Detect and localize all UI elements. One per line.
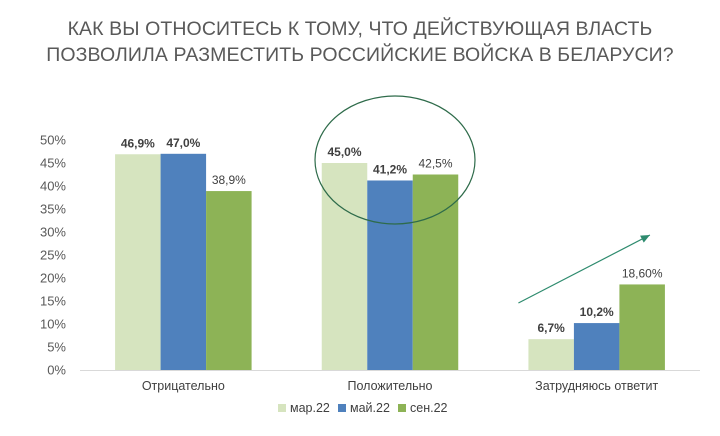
y-tick-label: 10% <box>40 317 66 332</box>
data-label: 38,9% <box>212 173 246 187</box>
category-label: Положительно <box>347 379 432 393</box>
bar <box>206 191 252 370</box>
y-tick-label: 30% <box>40 225 66 240</box>
y-tick-label: 5% <box>47 340 66 355</box>
trend-arrow-head <box>640 235 650 243</box>
bar <box>160 153 207 370</box>
chart-title: КАК ВЫ ОТНОСИТЕСЬ К ТОМУ, ЧТО ДЕЙСТВУЮЩА… <box>0 16 720 68</box>
y-tick-label: 15% <box>40 294 66 309</box>
y-tick-label: 45% <box>40 156 66 171</box>
category-labels: Отрицательно Положительно Затрудняюсь отве… <box>142 379 659 393</box>
data-label: 46,9% <box>121 136 155 150</box>
category-label: Затрудняюсь ответит <box>535 379 658 393</box>
data-label: 47,0% <box>166 136 200 150</box>
data-label: 41,2% <box>373 162 407 176</box>
data-label: 10,2% <box>580 305 614 319</box>
legend-swatch <box>398 404 406 412</box>
bar <box>321 163 368 370</box>
data-label: 18,60% <box>622 266 663 280</box>
legend-label: сен.22 <box>410 401 448 415</box>
legend-label: мар.22 <box>290 401 330 415</box>
legend-swatch <box>338 404 346 412</box>
bar <box>367 180 413 370</box>
trend-arrow <box>518 234 651 304</box>
annotations <box>314 95 651 304</box>
data-label: 42,5% <box>418 157 452 171</box>
legend-label: май.22 <box>350 401 390 415</box>
category-label: Отрицательно <box>142 379 225 393</box>
y-axis: 0% 5% 10% 15% 20% 25% 30% 35% 40% 45% 50% <box>40 133 700 378</box>
data-labels: 46,9% 47,0% 38,9% 45,0% 41,2% 42,5% 6,7% 10,2% 1… <box>121 136 663 335</box>
y-tick-label: 40% <box>40 179 66 194</box>
data-label: 45,0% <box>327 145 361 159</box>
legend: мар.22 май.22 сен.22 <box>278 401 448 415</box>
chart-title-line-2: ПОЗВОЛИЛА РАЗМЕСТИТЬ РОССИЙСКИЕ ВОЙСКА В… <box>46 44 674 66</box>
bar <box>528 339 574 370</box>
y-tick-label: 20% <box>40 271 66 286</box>
legend-swatch <box>278 404 286 412</box>
y-tick-label: 35% <box>40 202 66 217</box>
bars <box>115 153 665 370</box>
chart-title-line-1: КАК ВЫ ОТНОСИТЕСЬ К ТОМУ, ЧТО ДЕЙСТВУЮЩА… <box>67 18 653 40</box>
bar <box>115 154 161 370</box>
data-label: 6,7% <box>537 321 565 335</box>
bar <box>619 284 665 370</box>
bar <box>573 323 620 370</box>
y-tick-label: 0% <box>47 363 66 378</box>
bar <box>412 174 459 370</box>
highlight-ellipse <box>314 95 476 225</box>
y-tick-label: 50% <box>40 133 66 148</box>
y-tick-label: 25% <box>40 248 66 263</box>
